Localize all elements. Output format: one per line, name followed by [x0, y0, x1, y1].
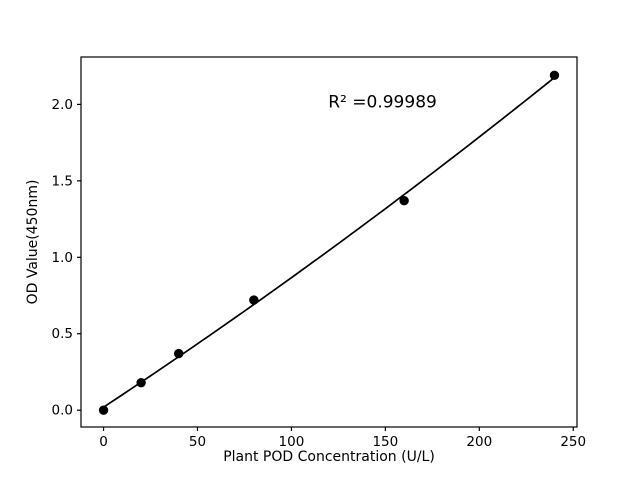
y-axis-title: OD Value(450nm)	[25, 180, 41, 305]
data-point	[174, 348, 184, 359]
y-tick-label: 1.0	[52, 250, 73, 266]
data-point	[136, 377, 146, 388]
plot-border	[80, 56, 578, 428]
data-point	[549, 70, 560, 81]
x-tick-label: 200	[466, 434, 492, 450]
r-squared-label: R² =0.99989	[328, 92, 437, 112]
x-axis-title: Plant POD Concentration (U/L)	[223, 449, 435, 465]
data-point	[399, 196, 409, 206]
fit-line	[102, 76, 556, 409]
y-tick-label: 0.5	[52, 326, 73, 342]
x-tick-label: 250	[560, 434, 586, 450]
y-tick-label: 1.5	[52, 173, 73, 189]
y-tick-label: 0.0	[52, 403, 73, 419]
x-tick-label: 50	[189, 434, 206, 450]
x-tick-label: 150	[372, 434, 398, 450]
y-tick-label: 2.0	[52, 97, 73, 113]
x-tick-label: 0	[99, 434, 108, 450]
data-point	[249, 295, 259, 305]
data-point	[98, 405, 109, 415]
x-tick-label: 100	[279, 434, 305, 450]
